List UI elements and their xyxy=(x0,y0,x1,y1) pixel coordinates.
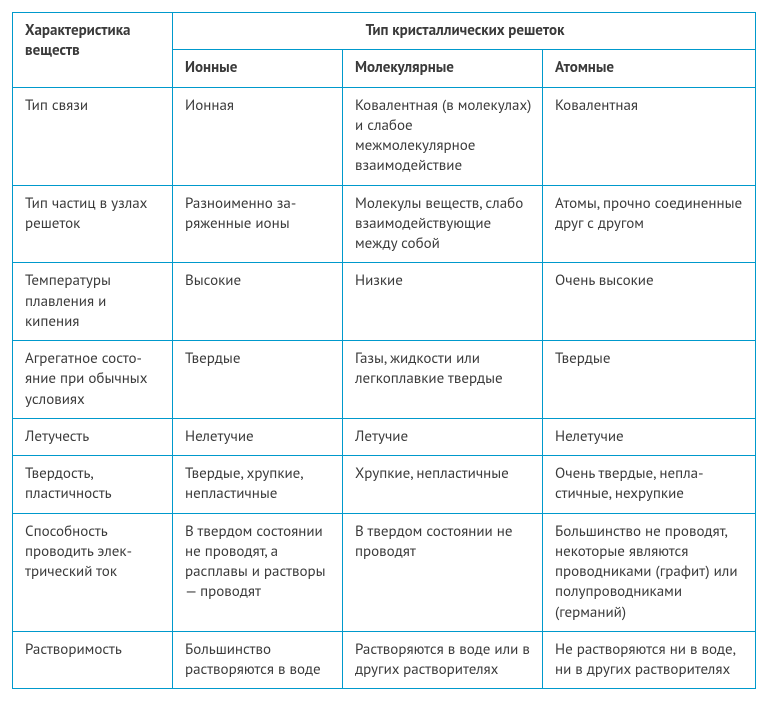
row-label: Твердость, пластичность xyxy=(13,456,173,514)
table-row: Способность проводить элек­трический ток… xyxy=(13,513,756,631)
cell: Низкие xyxy=(343,263,543,341)
table-row: Твердость, пластичность Твердые, хрупкие… xyxy=(13,456,756,514)
cell: Очень твердые, непла­стичные, нехрупкие xyxy=(543,456,756,514)
row-header-label: Характеристи­ка веществ xyxy=(13,13,173,88)
subheader-atomic: Атомные xyxy=(543,50,756,87)
cell: Очень высокие xyxy=(543,263,756,341)
cell: Хрупкие, непластич­ные xyxy=(343,456,543,514)
row-label: Летучесть xyxy=(13,418,173,455)
row-label: Способность проводить элек­трический ток xyxy=(13,513,173,631)
cell: Высокие xyxy=(173,263,343,341)
cell: Разноименно за­ряженные ионы xyxy=(173,185,343,263)
cell: Нелетучие xyxy=(543,418,756,455)
row-label: Агрегатное состо­яние при обыч­ных услов… xyxy=(13,341,173,419)
table-row: Агрегатное состо­яние при обыч­ных услов… xyxy=(13,341,756,419)
cell: В твердом состоянии не проводят xyxy=(343,513,543,631)
row-label: Тип частиц в узлах решеток xyxy=(13,185,173,263)
cell: Атомы, прочно соеди­ненные друг с другом xyxy=(543,185,756,263)
cell: Газы, жидкости или легкоплавкие твердые xyxy=(343,341,543,419)
cell: Растворяются в воде или в других раство­… xyxy=(343,631,543,689)
cell: Твердые xyxy=(543,341,756,419)
cell: Нелетучие xyxy=(173,418,343,455)
cell: Большинство не про­водят, некоторые яв­л… xyxy=(543,513,756,631)
table-row: Температуры плавления и кипения Высокие … xyxy=(13,263,756,341)
subheader-ionic: Ионные xyxy=(173,50,343,87)
subheader-molecular: Молекулярные xyxy=(343,50,543,87)
cell: Ковалентная (в мо­лекулах) и слабое межм… xyxy=(343,87,543,185)
cell: Большинство растворяются в воде xyxy=(173,631,343,689)
cell: В твердом состо­янии не прово­дят, а рас… xyxy=(173,513,343,631)
row-label: Температуры плавления и кипения xyxy=(13,263,173,341)
crystal-lattice-table: Характеристи­ка веществ Тип кристалличес… xyxy=(12,12,756,689)
cell: Твердые xyxy=(173,341,343,419)
cell: Не растворяются ни в воде, ни в других р… xyxy=(543,631,756,689)
table-row: Тип связи Ионная Ковалентная (в мо­лекул… xyxy=(13,87,756,185)
column-group-header: Тип кристаллических решеток xyxy=(173,13,756,50)
cell: Ионная xyxy=(173,87,343,185)
row-label: Тип связи xyxy=(13,87,173,185)
cell: Летучие xyxy=(343,418,543,455)
table-header-row-1: Характеристи­ка веществ Тип кристалличес… xyxy=(13,13,756,50)
cell: Молекулы веществ, слабо взаимодейству­ющ… xyxy=(343,185,543,263)
table-row: Тип частиц в узлах решеток Разноименно з… xyxy=(13,185,756,263)
table-row: Летучесть Нелетучие Летучие Нелетучие xyxy=(13,418,756,455)
row-label: Растворимость xyxy=(13,631,173,689)
cell: Ковалентная xyxy=(543,87,756,185)
cell: Твердые, хрупкие, непластичные xyxy=(173,456,343,514)
table-row: Растворимость Большинство растворяются в… xyxy=(13,631,756,689)
table-body: Тип связи Ионная Ковалентная (в мо­лекул… xyxy=(13,87,756,689)
